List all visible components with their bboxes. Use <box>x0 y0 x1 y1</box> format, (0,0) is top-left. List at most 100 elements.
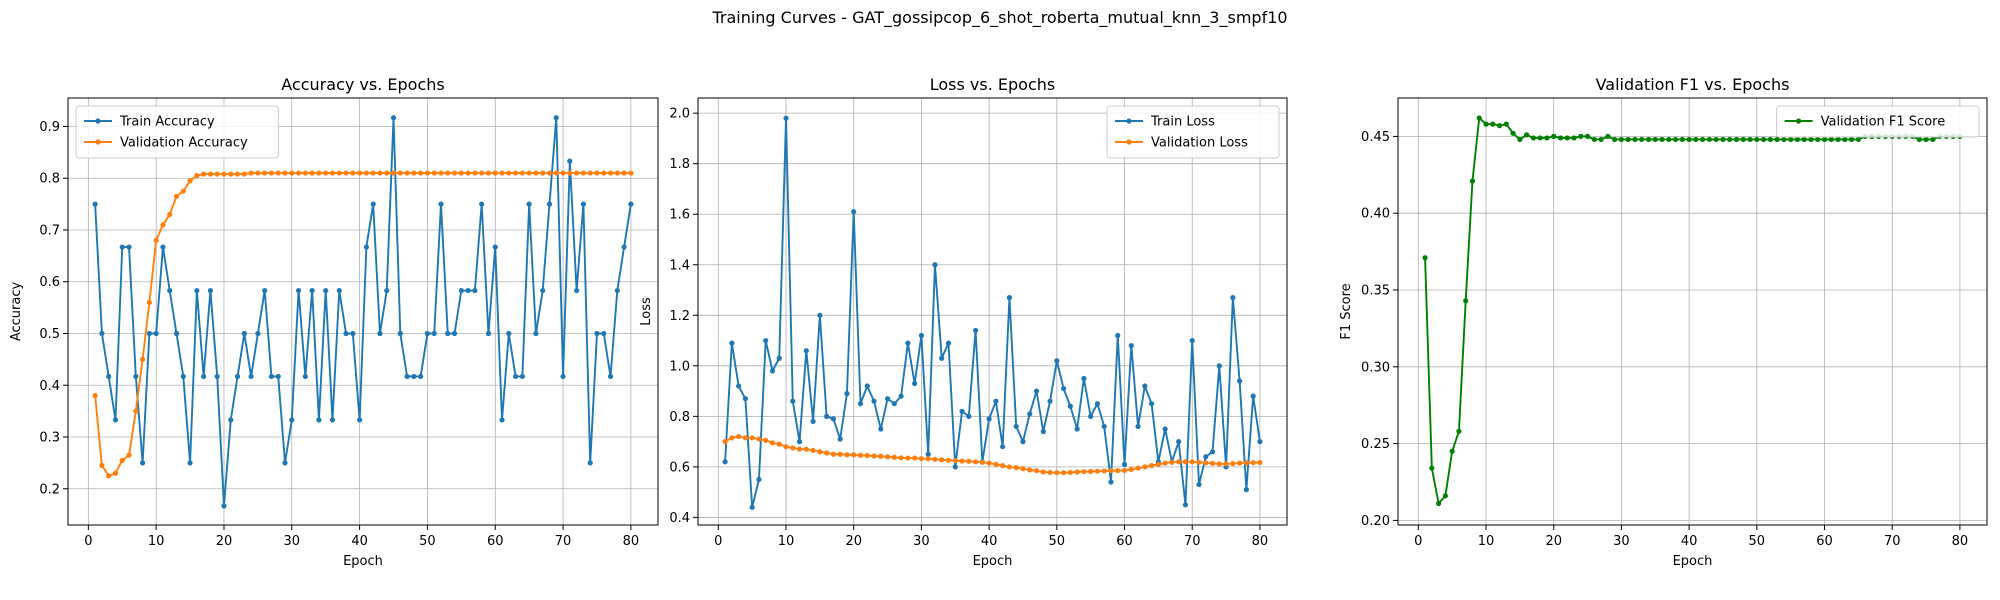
data-point <box>458 287 464 294</box>
x-tick-label: 60 <box>1116 534 1133 549</box>
data-point <box>1243 487 1249 493</box>
data-point <box>857 452 864 458</box>
data-point <box>864 452 870 459</box>
data-point <box>1257 439 1263 445</box>
series-line-1 <box>94 116 632 507</box>
x-tick-label: 20 <box>845 534 862 549</box>
data-point <box>1094 468 1101 474</box>
data-point <box>1490 121 1496 127</box>
data-point <box>106 473 112 479</box>
legend-label: Validation F1 Score <box>1821 115 1946 130</box>
data-point <box>601 330 607 337</box>
x-tick-label: 60 <box>1816 534 1833 549</box>
data-point <box>485 330 492 337</box>
data-point <box>499 170 505 176</box>
data-point <box>932 456 938 462</box>
data-point <box>357 170 363 176</box>
data-point <box>390 170 397 176</box>
data-point <box>506 170 512 176</box>
data-point <box>1047 469 1053 476</box>
data-point <box>1108 479 1114 485</box>
data-point <box>763 337 769 344</box>
data-point <box>316 170 322 176</box>
data-point <box>112 470 119 476</box>
x-tick-label: 0 <box>714 534 722 549</box>
data-point <box>1148 401 1155 407</box>
data-point <box>302 170 308 176</box>
data-point <box>553 115 559 121</box>
data-point <box>343 170 349 176</box>
data-point <box>275 170 281 176</box>
data-point <box>309 170 315 176</box>
data-point <box>1027 411 1033 417</box>
data-point <box>1612 136 1618 143</box>
y-tick-label: 0.20 <box>1361 514 1390 529</box>
data-point <box>567 158 573 164</box>
data-point <box>979 459 985 465</box>
axes-frame <box>67 97 659 526</box>
data-point <box>1815 136 1821 143</box>
legend-swatch-marker <box>95 139 101 145</box>
data-point <box>1176 459 1182 465</box>
data-point <box>1176 439 1182 445</box>
data-point <box>1006 464 1013 470</box>
data-point <box>884 454 891 460</box>
data-point <box>1835 136 1841 143</box>
data-point <box>173 193 180 199</box>
data-point <box>932 262 938 268</box>
data-point <box>533 330 539 337</box>
data-point <box>939 457 945 463</box>
data-point <box>268 170 275 176</box>
data-point <box>1230 295 1236 301</box>
y-tick-label: 0.45 <box>1361 130 1390 145</box>
data-point <box>390 115 397 121</box>
data-point <box>939 355 945 361</box>
data-point <box>377 330 383 337</box>
data-point <box>1054 470 1060 476</box>
data-point <box>241 330 247 337</box>
data-point <box>1828 136 1834 143</box>
y-tick-label: 0.2 <box>39 482 60 497</box>
data-point <box>167 287 173 294</box>
data-point <box>1930 136 1936 143</box>
data-point <box>1169 459 1175 465</box>
data-point <box>370 170 376 176</box>
data-point <box>1027 467 1033 473</box>
data-point <box>492 244 498 250</box>
data-point <box>526 201 532 207</box>
data-point <box>729 340 735 346</box>
chart-title: Validation F1 vs. Epochs <box>1596 75 1790 94</box>
data-point <box>309 287 315 294</box>
data-point <box>749 435 755 441</box>
data-point <box>1496 123 1503 129</box>
data-point <box>1006 295 1013 301</box>
data-point <box>1216 461 1222 467</box>
chart-panel-2: 0 10 20 30 40 50 60 70 80 0.4 0.6 0.8 1.0 1.2 1.4 1.6 1.… <box>639 75 1288 569</box>
data-point <box>742 396 748 402</box>
x-axis-label: Epoch <box>343 554 383 569</box>
data-point <box>1020 466 1026 472</box>
data-point <box>1203 460 1209 466</box>
data-point <box>1652 136 1658 143</box>
data-point <box>1469 178 1476 184</box>
y-tick-label: 1.8 <box>669 157 690 172</box>
data-point <box>1121 467 1128 474</box>
data-point <box>397 170 403 176</box>
data-point <box>1591 136 1597 143</box>
data-point <box>546 170 553 176</box>
x-tick-label: 10 <box>1478 534 1495 549</box>
data-point <box>810 418 816 425</box>
data-point <box>918 332 925 339</box>
data-point <box>1033 388 1040 394</box>
data-point <box>1081 469 1087 475</box>
data-point <box>776 441 782 447</box>
data-point <box>837 451 843 457</box>
data-point <box>282 460 288 466</box>
y-tick-label: 0.6 <box>39 275 60 290</box>
data-point <box>424 170 431 176</box>
data-point <box>316 417 322 423</box>
data-point <box>905 455 911 461</box>
data-point <box>966 413 972 419</box>
data-point <box>180 373 186 380</box>
y-tick-label: 0.4 <box>39 379 60 394</box>
